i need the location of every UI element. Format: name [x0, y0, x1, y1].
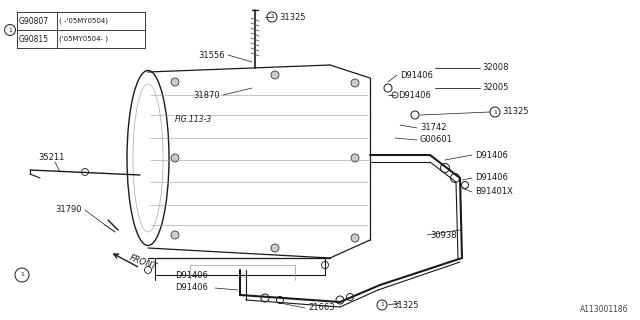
Text: D91406: D91406 — [175, 284, 208, 292]
Text: ('05MY0504- ): ('05MY0504- ) — [59, 36, 108, 42]
Circle shape — [171, 154, 179, 162]
Circle shape — [351, 154, 359, 162]
Text: 1: 1 — [20, 273, 24, 277]
Circle shape — [171, 78, 179, 86]
Text: 1: 1 — [493, 109, 497, 115]
Text: FRONT: FRONT — [129, 254, 159, 272]
Text: G90815: G90815 — [19, 35, 49, 44]
Text: D91406: D91406 — [475, 150, 508, 159]
Text: D91406: D91406 — [398, 91, 431, 100]
Circle shape — [171, 231, 179, 239]
Circle shape — [4, 25, 15, 36]
Text: 1: 1 — [8, 28, 12, 33]
Text: D91406: D91406 — [400, 70, 433, 79]
Text: 31325: 31325 — [279, 12, 305, 21]
Text: B91401X: B91401X — [475, 188, 513, 196]
Text: D91406: D91406 — [475, 173, 508, 182]
Text: 31325: 31325 — [502, 108, 529, 116]
Circle shape — [490, 107, 500, 117]
Circle shape — [377, 300, 387, 310]
Text: D91406: D91406 — [175, 270, 208, 279]
Text: G00601: G00601 — [420, 135, 453, 145]
Text: ( -'05MY0504): ( -'05MY0504) — [59, 18, 108, 24]
Text: 31556: 31556 — [198, 51, 225, 60]
Text: 30938: 30938 — [430, 230, 456, 239]
Circle shape — [351, 234, 359, 242]
Circle shape — [267, 12, 277, 22]
Text: 1: 1 — [380, 302, 384, 308]
Text: 31325: 31325 — [392, 300, 419, 309]
Circle shape — [351, 79, 359, 87]
Text: A113001186: A113001186 — [579, 306, 628, 315]
Text: 35211: 35211 — [38, 154, 65, 163]
Text: G90807: G90807 — [19, 17, 49, 26]
Text: FIG.113-3: FIG.113-3 — [175, 116, 212, 124]
Circle shape — [15, 268, 29, 282]
Circle shape — [271, 71, 279, 79]
Circle shape — [271, 244, 279, 252]
Text: 32005: 32005 — [482, 84, 508, 92]
Text: 32008: 32008 — [482, 63, 509, 73]
Text: 1: 1 — [270, 14, 274, 20]
Text: 31742: 31742 — [420, 124, 447, 132]
Text: 31870: 31870 — [193, 91, 220, 100]
Text: 21663: 21663 — [308, 303, 335, 313]
Text: 31790: 31790 — [55, 205, 81, 214]
